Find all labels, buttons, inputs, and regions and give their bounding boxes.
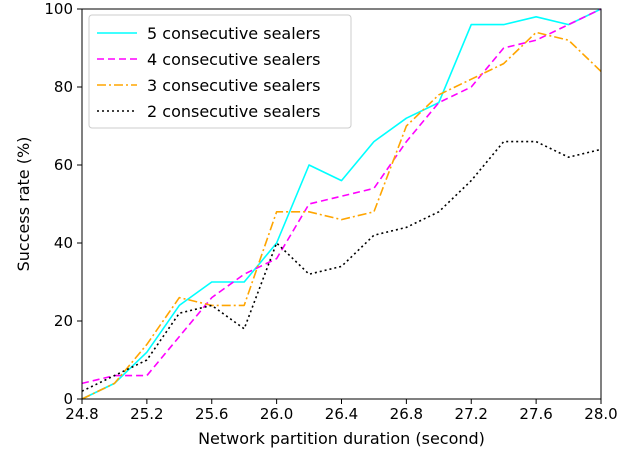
y-tick-label: 80 [54, 78, 73, 96]
y-tick-label: 40 [54, 234, 73, 252]
series-line-3 [81, 31, 602, 400]
x-tick-label: 27.2 [455, 405, 488, 423]
legend-label: 5 consecutive sealers [147, 24, 320, 43]
series-line-1 [81, 8, 602, 400]
y-tick-label: 60 [54, 156, 73, 174]
x-tick-label: 27.6 [519, 405, 552, 423]
series-line-4 [81, 140, 602, 392]
legend-label: 3 consecutive sealers [147, 76, 320, 95]
x-tick-label: 28.0 [584, 405, 617, 423]
x-axis-label: Network partition duration (second) [198, 429, 485, 448]
y-tick-label: 20 [54, 312, 73, 330]
series-layer [81, 8, 602, 400]
y-axis: 0 20 40 60 80 100 [44, 0, 82, 408]
series-line-2 [81, 8, 602, 385]
x-tick-label: 26.8 [390, 405, 423, 423]
x-tick-label: 26.4 [325, 405, 358, 423]
y-tick-label: 100 [44, 0, 73, 18]
x-tick-label: 24.8 [65, 405, 98, 423]
y-tick-label: 0 [63, 390, 73, 408]
legend-label: 2 consecutive sealers [147, 102, 320, 121]
x-tick-label: 25.6 [195, 405, 228, 423]
legend-label: 4 consecutive sealers [147, 50, 320, 69]
y-axis-label: Success rate (%) [14, 137, 33, 272]
x-tick-label: 26.0 [260, 405, 293, 423]
legend: 5 consecutive sealers 4 consecutive seale… [88, 14, 352, 129]
legend-box [88, 14, 352, 129]
x-tick-label: 25.2 [130, 405, 163, 423]
x-axis: 24.8 25.2 25.6 26.0 26.4 26.8 27.2 27.6 28.0 [65, 399, 618, 423]
